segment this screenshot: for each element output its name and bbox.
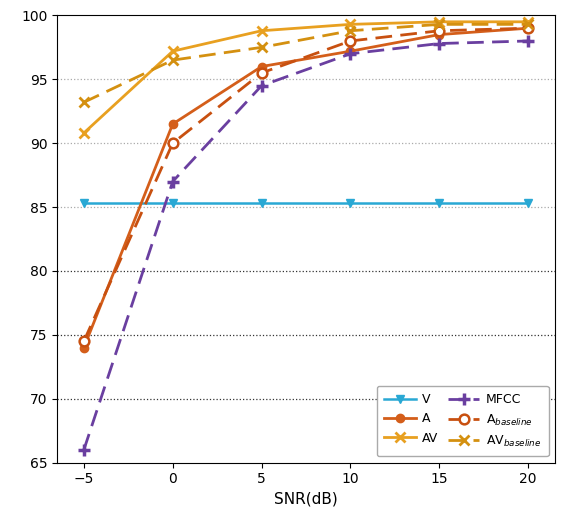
A xyxy=(81,344,88,351)
AV$_{\it{baseline}}$ xyxy=(347,28,354,34)
A xyxy=(169,121,176,127)
V xyxy=(258,200,265,206)
MFCC xyxy=(169,178,176,185)
AV xyxy=(258,28,265,34)
Legend: V, A, AV, MFCC, A$_{\it{baseline}}$, AV$_{\it{baseline}}$: V, A, AV, MFCC, A$_{\it{baseline}}$, AV$… xyxy=(377,386,549,456)
MFCC xyxy=(258,83,265,89)
V xyxy=(347,200,354,206)
AV xyxy=(525,19,531,25)
MFCC xyxy=(436,41,443,47)
MFCC xyxy=(525,38,531,44)
Line: MFCC: MFCC xyxy=(78,35,534,456)
A$_{\it{baseline}}$ xyxy=(81,338,88,344)
AV xyxy=(347,21,354,27)
AV$_{\it{baseline}}$ xyxy=(436,21,443,27)
X-axis label: SNR(dB): SNR(dB) xyxy=(274,492,338,507)
V xyxy=(169,200,176,206)
V xyxy=(81,200,88,206)
AV$_{\it{baseline}}$ xyxy=(81,99,88,105)
AV xyxy=(436,19,443,25)
AV$_{\it{baseline}}$ xyxy=(169,57,176,63)
A$_{\it{baseline}}$ xyxy=(169,140,176,146)
A xyxy=(436,31,443,38)
A xyxy=(525,25,531,31)
MFCC xyxy=(81,447,88,453)
Line: A: A xyxy=(80,24,533,352)
A xyxy=(258,63,265,69)
MFCC xyxy=(347,51,354,57)
V xyxy=(525,200,531,206)
AV$_{\it{baseline}}$ xyxy=(525,21,531,27)
Line: A$_{\it{baseline}}$: A$_{\it{baseline}}$ xyxy=(79,23,533,346)
Line: AV$_{\it{baseline}}$: AV$_{\it{baseline}}$ xyxy=(79,20,533,107)
Line: V: V xyxy=(80,199,533,208)
A$_{\it{baseline}}$ xyxy=(258,70,265,76)
A$_{\it{baseline}}$ xyxy=(347,38,354,44)
A$_{\it{baseline}}$ xyxy=(525,25,531,31)
A$_{\it{baseline}}$ xyxy=(436,28,443,34)
AV xyxy=(169,48,176,54)
A xyxy=(347,48,354,54)
Line: AV: AV xyxy=(79,17,533,138)
AV$_{\it{baseline}}$ xyxy=(258,44,265,50)
AV xyxy=(81,130,88,136)
V xyxy=(436,200,443,206)
